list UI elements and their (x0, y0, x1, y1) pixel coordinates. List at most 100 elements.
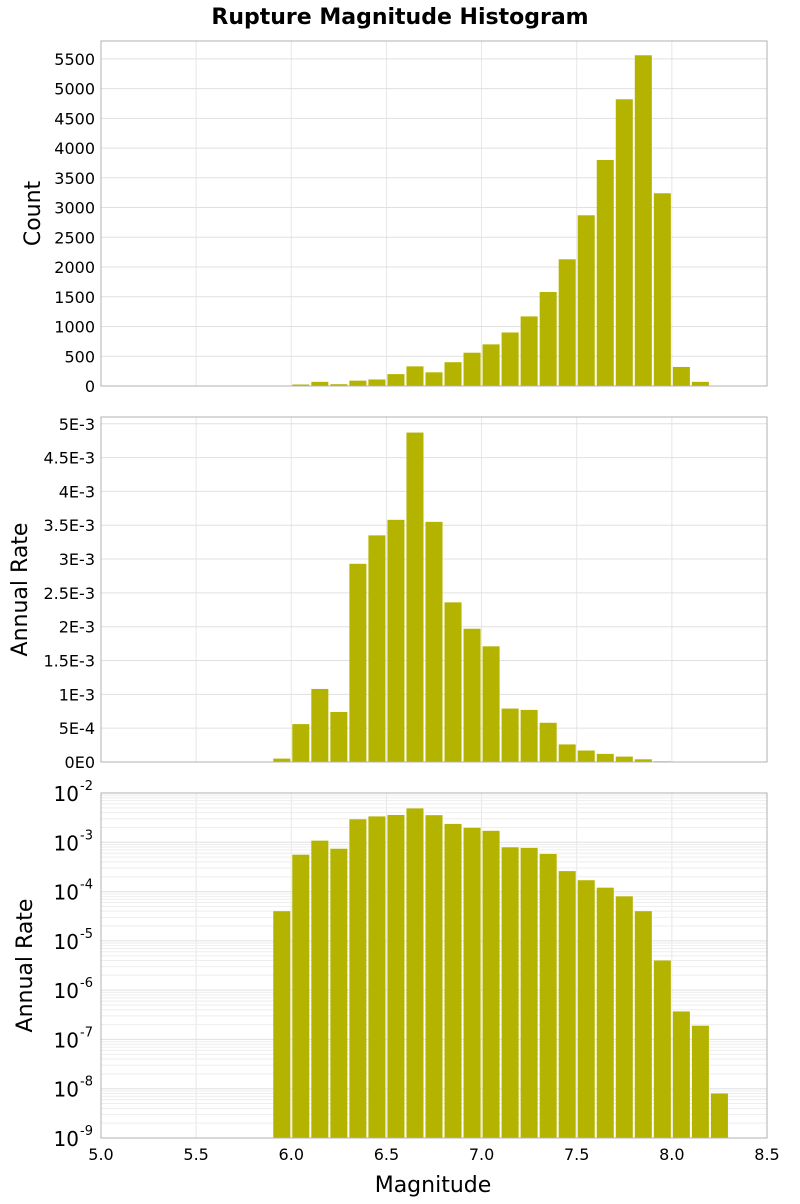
histogram-bar (615, 756, 633, 762)
y-tick-label: 10 (54, 1127, 79, 1151)
histogram-bar (501, 708, 519, 762)
histogram-bar (349, 380, 367, 386)
y-axis-label: Annual Rate (8, 523, 33, 657)
y-tick-exponent: -5 (80, 927, 93, 942)
y-tick-exponent: -6 (80, 976, 93, 991)
y-tick-label: 4.5E-3 (43, 449, 95, 468)
histogram-bar (349, 563, 367, 762)
histogram-bar (691, 1025, 709, 1138)
histogram-bar (387, 519, 405, 762)
y-tick-label: 10 (54, 1078, 79, 1102)
y-tick-label: 10 (54, 1028, 79, 1052)
y-tick-label: 2.5E-3 (43, 584, 95, 603)
histogram-bar (444, 823, 462, 1138)
y-tick-label: 1500 (54, 288, 95, 307)
histogram-bar (710, 1093, 728, 1138)
histogram-bar (292, 384, 310, 386)
histogram-bar (691, 381, 709, 386)
histogram-bar (311, 840, 329, 1138)
histogram-bar (368, 535, 386, 762)
histogram-bar (463, 352, 481, 386)
y-tick-label: 2E-3 (59, 618, 95, 637)
histogram-bar (520, 316, 538, 386)
y-tick-label: 4000 (54, 139, 95, 158)
panel-2: 0E0 5E-4 1E-3 1.5E-3 2E-3 2.5E-3 3E-3 3.5E-3 4E-… (8, 415, 768, 772)
histogram-bar (520, 847, 538, 1138)
y-tick-label: 500 (64, 347, 95, 366)
y-tick-label: 1.5E-3 (43, 652, 95, 671)
x-tick-label: 6.5 (374, 1145, 399, 1164)
y-tick-label: 10 (54, 782, 79, 806)
histogram-bar (596, 887, 614, 1138)
x-tick-label: 7.0 (469, 1145, 494, 1164)
chart-title: Rupture Magnitude Histogram (211, 5, 588, 30)
y-tick-label: 3500 (54, 169, 95, 188)
histogram-bar (653, 193, 671, 386)
y-tick-exponent: -4 (80, 878, 93, 893)
x-tick-label: 5.0 (88, 1145, 113, 1164)
y-tick-label: 10 (54, 881, 79, 905)
histogram-bar (558, 871, 576, 1138)
x-tick-label: 5.5 (183, 1145, 208, 1164)
histogram-bar (311, 688, 329, 762)
panel-1: 0 500 1000 1500 2000 2500 3000 3500 4000 4500 5000… (21, 40, 768, 396)
histogram-bar (539, 853, 557, 1138)
y-tick-label: 2500 (54, 228, 95, 247)
histogram-bar (672, 366, 690, 386)
histogram-bar (482, 830, 500, 1138)
histogram-bar (368, 816, 386, 1138)
histogram-bar (501, 847, 519, 1138)
histogram-bar (273, 911, 291, 1138)
histogram-bar (444, 362, 462, 386)
histogram-bar (615, 896, 633, 1138)
y-tick-label: 10 (54, 979, 79, 1003)
histogram-bar (482, 344, 500, 386)
y-tick-label: 10 (54, 831, 79, 855)
histogram-bar (425, 372, 443, 386)
x-tick-label: 6.0 (279, 1145, 304, 1164)
histogram-bar (596, 753, 614, 762)
histogram-bar (444, 602, 462, 762)
y-tick-label: 4500 (54, 109, 95, 128)
histogram-bar (330, 711, 348, 762)
y-tick-label: 5E-3 (59, 415, 95, 434)
y-tick-exponent: -3 (80, 828, 93, 843)
histogram-bar (634, 911, 652, 1138)
y-tick-label: 0 (85, 377, 95, 396)
y-tick-label: 5E-4 (59, 719, 95, 738)
y-tick-exponent: -8 (80, 1075, 93, 1090)
plot-frame (100, 792, 768, 1139)
plot-frame (100, 40, 768, 387)
y-tick-label: 5000 (54, 80, 95, 99)
histogram-bar (615, 99, 633, 387)
histogram-bar (634, 759, 652, 762)
histogram-bar (501, 332, 519, 386)
x-tick-label: 8.0 (659, 1145, 684, 1164)
histogram-bar (406, 808, 424, 1138)
y-tick-label: 1E-3 (59, 685, 95, 704)
histogram-bar (311, 381, 329, 386)
histogram-bar (387, 814, 405, 1138)
histogram-bar (672, 1011, 690, 1138)
histogram-bar (292, 724, 310, 762)
histogram-bar (425, 815, 443, 1138)
y-tick-label: 3.5E-3 (43, 516, 95, 535)
histogram-bar (406, 366, 424, 386)
histogram-bar (634, 55, 652, 386)
histogram-bar (653, 960, 671, 1138)
y-tick-label: 3E-3 (59, 550, 95, 569)
histogram-bar (596, 159, 614, 386)
histogram-bar (330, 848, 348, 1138)
y-tick-label: 4E-3 (59, 482, 95, 501)
histogram-bar (292, 854, 310, 1138)
histogram-bar (577, 880, 595, 1138)
histogram-bar (577, 750, 595, 762)
y-tick-label: 5500 (54, 50, 95, 69)
histogram-bar (368, 379, 386, 386)
histogram-bar (539, 292, 557, 386)
y-axis-label: Count (21, 180, 46, 246)
x-tick-label: 7.5 (564, 1145, 589, 1164)
y-tick-exponent: -9 (80, 1124, 93, 1139)
